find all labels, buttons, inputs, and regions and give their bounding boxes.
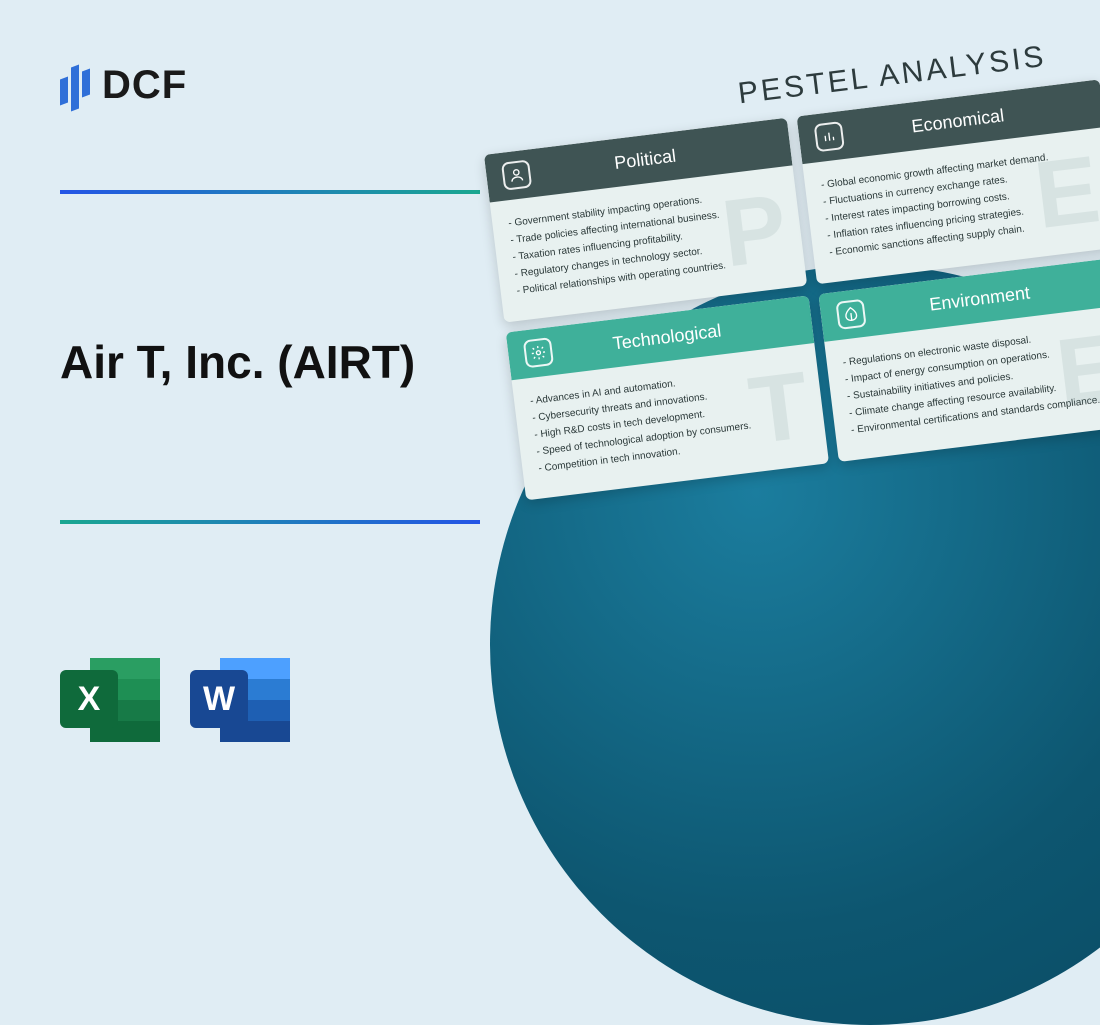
card-items: Regulations on electronic waste disposal… xyxy=(842,324,1100,436)
card-items: Government stability impacting operation… xyxy=(508,185,789,297)
word-badge-letter: W xyxy=(190,670,248,728)
pestel-panel: PESTEL ANALYSIS Political P Government s… xyxy=(478,34,1100,501)
divider-top xyxy=(60,190,480,194)
excel-icon[interactable]: X xyxy=(60,650,160,750)
card-items: Advances in AI and automation. Cybersecu… xyxy=(530,363,811,475)
app-icons-row: X W xyxy=(60,650,290,750)
card-items: Global economic growth affecting market … xyxy=(820,147,1100,259)
logo: DCF xyxy=(60,60,187,110)
leaf-icon xyxy=(835,299,866,330)
pestel-card-economical: Economical E Global economic growth affe… xyxy=(797,79,1100,284)
logo-bars-icon xyxy=(60,60,90,110)
pestel-card-environment: Environment E Regulations on electronic … xyxy=(818,257,1100,462)
page-title: Air T, Inc. (AIRT) xyxy=(60,335,415,389)
word-icon[interactable]: W xyxy=(190,650,290,750)
bars-icon xyxy=(814,121,845,152)
person-icon xyxy=(501,159,532,190)
divider-bottom xyxy=(60,520,480,524)
pestel-card-political: Political P Government stability impacti… xyxy=(484,118,807,323)
pestel-grid: Political P Government stability impacti… xyxy=(484,79,1100,500)
gear-icon xyxy=(523,337,554,368)
logo-text: DCF xyxy=(102,63,187,108)
excel-badge-letter: X xyxy=(60,670,118,728)
